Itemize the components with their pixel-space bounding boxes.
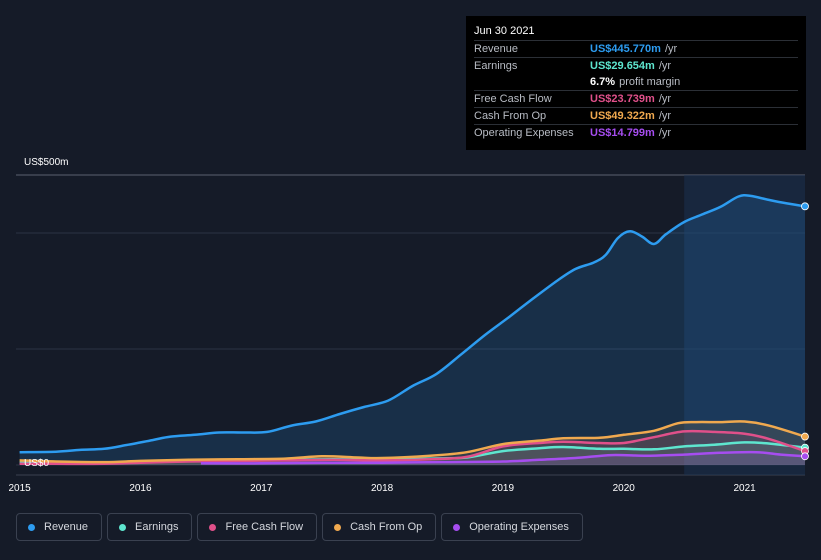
line-free-cash-flow bbox=[19, 429, 806, 466]
x-tick-label: 2016 bbox=[129, 483, 152, 494]
tooltip-row-unit: /yr bbox=[658, 60, 672, 72]
legend-label: Cash From Op bbox=[350, 521, 423, 533]
legend-item-revenue[interactable]: Revenue bbox=[16, 513, 103, 541]
tooltip-row: 6.7% profit margin bbox=[474, 74, 798, 90]
legend-label: Revenue bbox=[44, 521, 89, 533]
tooltip-row-label: Free Cash Flow bbox=[474, 93, 552, 105]
grid bbox=[16, 174, 805, 476]
line-cash-from-op bbox=[19, 420, 806, 464]
tooltip-row-label: Cash From Op bbox=[474, 110, 547, 122]
area-operating-expenses bbox=[200, 452, 805, 465]
tooltip-row-unit: /yr bbox=[658, 110, 672, 122]
x-tick-label: 2019 bbox=[492, 483, 515, 494]
tooltip-row-label: Revenue bbox=[474, 43, 519, 55]
tooltip-row-value: 6.7% bbox=[590, 76, 616, 88]
marker-cash-from-op bbox=[801, 432, 809, 441]
tooltip-row: Operating Expenses US$14.799m/yr bbox=[474, 124, 798, 141]
line-operating-expenses bbox=[200, 450, 806, 465]
x-axis-ticks: 2015 2016 2017 2018 2019 2020 2021 bbox=[8, 483, 756, 494]
legend-item-cash-from-op[interactable]: Cash From Op bbox=[322, 513, 437, 541]
tooltip-row: Free Cash Flow US$23.739m/yr bbox=[474, 90, 798, 107]
tooltip-row: Earnings US$29.654m/yr bbox=[474, 57, 798, 74]
x-tick-label: 2015 bbox=[8, 483, 31, 494]
tooltip-row-unit: /yr bbox=[664, 43, 678, 55]
area-revenue bbox=[19, 195, 806, 465]
x-tick-label: 2017 bbox=[250, 483, 273, 494]
marker-operating-expenses bbox=[801, 452, 809, 461]
tooltip-row: Revenue US$445.770m/yr bbox=[474, 40, 798, 57]
legend-dot-icon bbox=[453, 523, 461, 531]
x-tick-label: 2020 bbox=[613, 483, 636, 494]
series-areas bbox=[19, 195, 806, 465]
chart: US$500m US$0 2015 2016 2017 2018 2019 2020 202… bbox=[8, 157, 809, 494]
tooltip-row-value: US$445.770m bbox=[590, 43, 661, 55]
legend-label: Free Cash Flow bbox=[225, 521, 304, 533]
series-lines bbox=[19, 194, 806, 466]
tooltip: Jun 30 2021 Revenue US$445.770m/yr Earning… bbox=[466, 16, 806, 150]
legend-item-operating-expenses[interactable]: Operating Expenses bbox=[441, 513, 583, 541]
series-end-markers bbox=[801, 202, 809, 461]
y-axis-min-label: US$0 bbox=[24, 458, 49, 469]
area-earnings bbox=[19, 442, 806, 465]
tooltip-row-unit: profit margin bbox=[619, 76, 681, 88]
legend-dot-icon bbox=[209, 523, 217, 531]
tooltip-row-unit: /yr bbox=[658, 127, 672, 139]
tooltip-row-value: US$29.654m bbox=[590, 60, 655, 72]
tooltip-row-label: Earnings bbox=[474, 60, 518, 72]
tooltip-row-value: US$14.799m bbox=[590, 127, 655, 139]
line-revenue bbox=[19, 194, 806, 454]
legend: Revenue Earnings Free Cash Flow Cash From O… bbox=[16, 513, 583, 543]
legend-dot-icon bbox=[334, 523, 342, 531]
x-tick-label: 2018 bbox=[371, 483, 394, 494]
legend-item-earnings[interactable]: Earnings bbox=[107, 513, 193, 541]
tooltip-row-label: Operating Expenses bbox=[474, 127, 574, 139]
legend-label: Operating Expenses bbox=[469, 521, 569, 533]
legend-dot-icon bbox=[119, 523, 127, 531]
tooltip-row-label bbox=[474, 74, 590, 90]
x-tick-label: 2021 bbox=[733, 483, 756, 494]
y-axis-max-label: US$500m bbox=[24, 157, 68, 168]
tooltip-date: Jun 30 2021 bbox=[474, 25, 535, 37]
tooltip-row-value: US$49.322m bbox=[590, 110, 655, 122]
area-free-cash-flow bbox=[19, 431, 806, 465]
legend-dot-icon bbox=[28, 523, 35, 531]
tooltip-row-unit: /yr bbox=[658, 93, 672, 105]
tooltip-row: Cash From Op US$49.322m/yr bbox=[474, 107, 798, 124]
marker-revenue bbox=[801, 202, 809, 211]
forecast-highlight bbox=[684, 175, 805, 475]
tooltip-row-value: US$23.739m bbox=[590, 93, 655, 105]
legend-label: Earnings bbox=[135, 521, 179, 533]
legend-item-free-cash-flow[interactable]: Free Cash Flow bbox=[197, 513, 318, 541]
